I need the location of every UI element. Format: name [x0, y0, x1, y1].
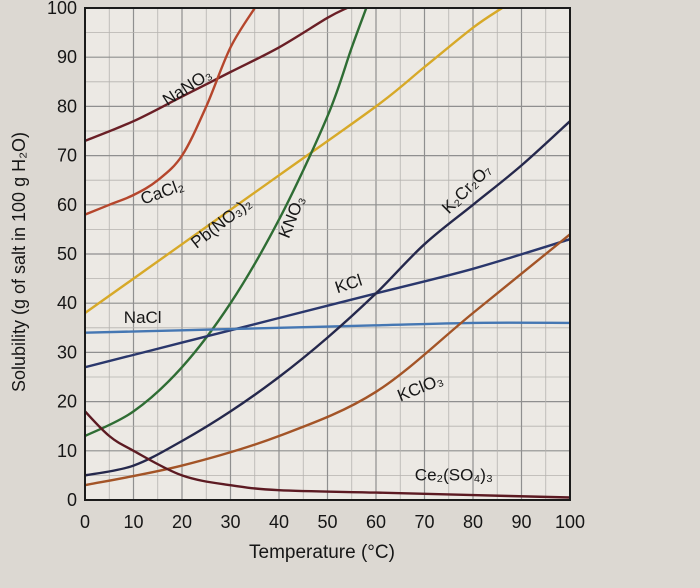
series-line-kno: [85, 8, 368, 438]
y-tick-label: 90: [57, 47, 77, 67]
x-tick-label: 50: [317, 512, 337, 532]
x-tick-label: 40: [269, 512, 289, 532]
series-label-nacl: NaCl: [124, 308, 162, 327]
series-line-nano: [85, 8, 349, 142]
plot-frame: [84, 7, 571, 501]
x-tick-label: 70: [414, 512, 434, 532]
series-label-ce-so: Ce₂(SO₄)₃: [415, 465, 493, 484]
x-tick-label: 20: [172, 512, 192, 532]
x-axis-label: Temperature (°C): [249, 542, 395, 563]
series-line-kclo: [85, 233, 570, 487]
grid: [84, 7, 571, 501]
y-tick-label: 80: [57, 96, 77, 116]
tick-labels: 0 10 20 30 40 50 60 70 80 90 100 0 10 20 30 40 50 60 70 80 9…: [47, 0, 585, 532]
y-tick-label: 50: [57, 244, 77, 264]
y-tick-label: 70: [57, 146, 77, 166]
series-line-nacl: [85, 321, 570, 334]
x-tick-label: 80: [463, 512, 483, 532]
x-tick-label: 100: [555, 512, 585, 532]
y-tick-label: 40: [57, 293, 77, 313]
x-tick-label: 0: [80, 512, 90, 532]
series-line-ce-so: [85, 410, 570, 499]
series-lines: [85, 8, 570, 499]
y-tick-label: 20: [57, 392, 77, 412]
y-tick-label: 30: [57, 342, 77, 362]
y-tick-label: 100: [47, 0, 77, 18]
y-tick-label: 10: [57, 441, 77, 461]
series-line-pb-no: [85, 8, 504, 315]
series-line-k-cr-o: [85, 120, 570, 477]
x-tick-label: 90: [511, 512, 531, 532]
series-line-kcl: [85, 238, 570, 369]
y-tick-label: 0: [67, 490, 77, 510]
x-tick-label: 30: [220, 512, 240, 532]
y-tick-label: 60: [57, 195, 77, 215]
series-line-cacl: [85, 8, 256, 216]
y-axis-label: Solubility (g of salt in 100 g H₂O): [9, 132, 29, 392]
x-tick-label: 10: [123, 512, 143, 532]
x-tick-label: 60: [366, 512, 386, 532]
